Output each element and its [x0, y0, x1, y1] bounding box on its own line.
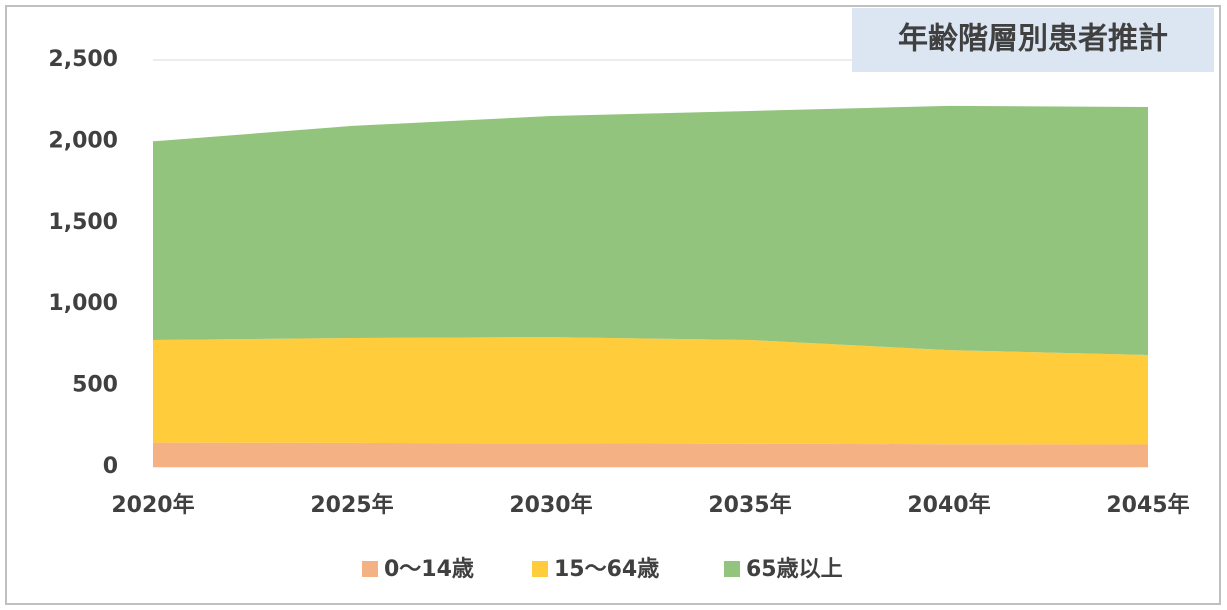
x-tick-label: 2035年	[708, 492, 791, 518]
y-tick-label: 500	[72, 373, 118, 398]
area	[153, 105, 1148, 355]
title-box	[852, 8, 1214, 72]
y-tick-label: 2,500	[48, 47, 118, 72]
x-tick-label: 2020年	[111, 492, 194, 518]
legend-label: 15～64歳	[554, 557, 659, 582]
x-tick-label: 2025年	[310, 492, 393, 518]
legend-swatch	[532, 561, 548, 577]
plot-area	[153, 59, 1148, 468]
y-tick-label: 1,500	[48, 210, 118, 235]
x-tick-label: 2040年	[907, 492, 990, 518]
chart-title: 年齢階層別患者推計	[898, 22, 1168, 57]
x-tick-label: 2045年	[1106, 492, 1189, 518]
x-tick-label: 2030年	[509, 492, 592, 518]
legend-label: 65歳以上	[746, 557, 843, 582]
legend-swatch	[362, 561, 378, 577]
legend-swatch	[724, 561, 740, 577]
y-tick-label: 0	[103, 454, 118, 479]
area	[153, 442, 1148, 467]
area	[153, 337, 1148, 445]
legend-label: 0～14歳	[384, 557, 474, 582]
y-tick-label: 1,000	[48, 291, 118, 316]
y-tick-label: 2,000	[48, 128, 118, 153]
